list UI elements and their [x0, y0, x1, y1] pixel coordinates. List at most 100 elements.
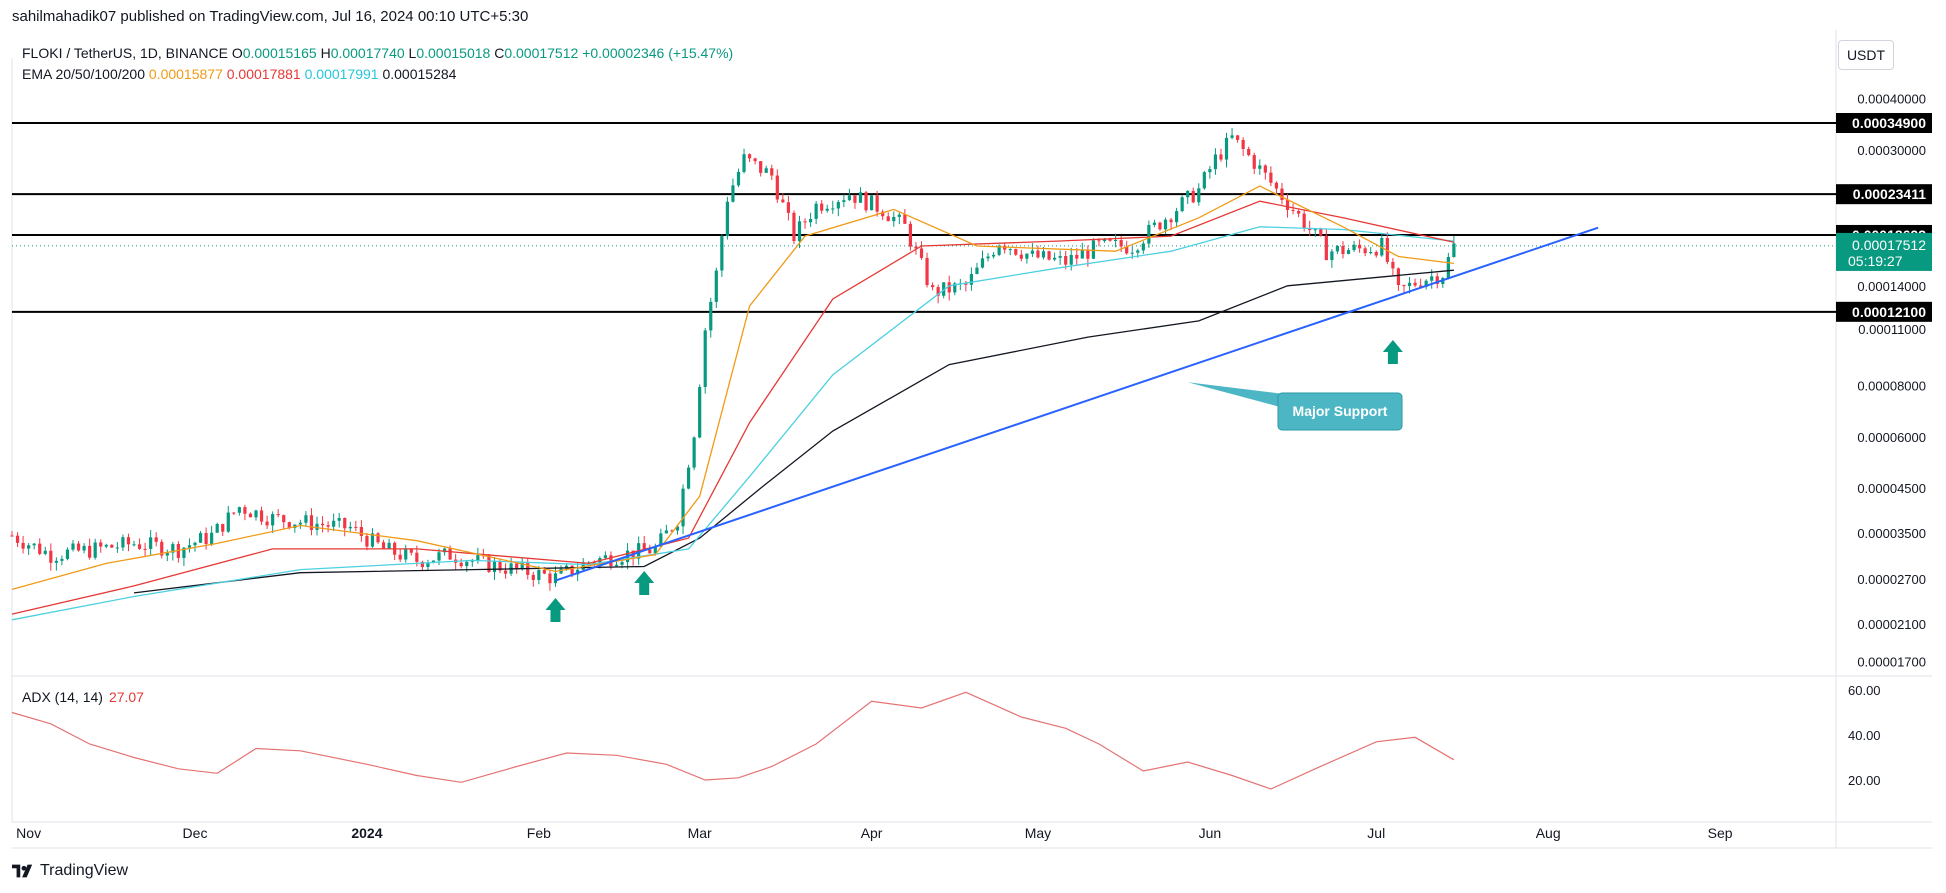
- candle-body: [149, 537, 153, 549]
- candle-body: [975, 267, 979, 274]
- candle-body: [1130, 252, 1134, 254]
- candle-body: [836, 201, 840, 209]
- candle-body: [54, 560, 58, 563]
- candle-body: [71, 543, 75, 550]
- candle-body: [1091, 240, 1096, 259]
- callout-text: Major Support: [1293, 403, 1388, 419]
- candle-body: [969, 273, 974, 285]
- candle-body: [659, 533, 663, 547]
- high-label: H: [320, 45, 331, 61]
- candle-body: [1252, 155, 1256, 169]
- adx-legend: ADX (14, 14) 27.07: [22, 689, 144, 705]
- candle-body: [1175, 211, 1179, 223]
- candle-body: [775, 175, 779, 200]
- candle-body: [986, 256, 990, 259]
- candle-body: [576, 569, 580, 575]
- candle-body: [93, 542, 97, 558]
- candle-body: [1114, 239, 1118, 241]
- candle-body: [598, 558, 602, 564]
- candle-body: [454, 559, 458, 563]
- candle-body: [476, 555, 480, 561]
- candle-body: [958, 283, 962, 285]
- level-label-box: [1836, 113, 1932, 133]
- candle-body: [1424, 280, 1428, 287]
- candle-body: [1258, 165, 1262, 169]
- candle-body: [1352, 244, 1356, 251]
- candle-body: [831, 208, 835, 210]
- adx-value: 27.07: [108, 689, 144, 705]
- candle-body: [897, 214, 901, 217]
- tradingview-logo-icon: [12, 864, 33, 878]
- candle-body: [487, 555, 491, 572]
- candle-body: [498, 561, 502, 571]
- candle-body: [881, 211, 885, 217]
- candle-body: [359, 527, 363, 536]
- candle-body: [448, 548, 452, 560]
- candle-body: [204, 533, 208, 545]
- candle-body: [1324, 235, 1328, 261]
- candle-body: [1385, 238, 1389, 262]
- price-tick-label: 0.00030000: [1857, 143, 1926, 158]
- candle-body: [1047, 251, 1051, 260]
- candle-body: [215, 523, 219, 533]
- candle-body: [964, 283, 968, 285]
- candle-body: [742, 154, 746, 172]
- candle-body: [1302, 213, 1306, 229]
- candle-body: [187, 545, 192, 548]
- adx-label[interactable]: ADX (14, 14): [22, 689, 103, 705]
- tradingview-brand: TradingView: [12, 862, 128, 880]
- ema-label[interactable]: EMA 20/50/100/200: [22, 66, 145, 82]
- candle-body: [1396, 268, 1401, 286]
- adx-tick-label: 60.00: [1848, 683, 1881, 698]
- candle-body: [492, 561, 497, 572]
- candle-body: [820, 203, 824, 211]
- close-label: C: [494, 45, 505, 61]
- price-tick-label: 0.00001700: [1857, 655, 1926, 670]
- candle-body: [1263, 165, 1267, 173]
- candle-body: [210, 532, 214, 545]
- candle-body: [276, 514, 280, 516]
- candle-body: [625, 550, 630, 563]
- candle-body: [1335, 246, 1340, 252]
- candle-body: [814, 203, 818, 219]
- candle-body: [1003, 245, 1007, 250]
- candle-body: [354, 526, 358, 528]
- candle-body: [1380, 238, 1384, 256]
- price-tick-label: 0.00008000: [1857, 379, 1926, 394]
- price-tick-label: 0.00006000: [1857, 430, 1926, 445]
- candle-body: [553, 573, 558, 584]
- candle-body: [1036, 250, 1040, 258]
- countdown-label: 05:19:27: [1848, 253, 1903, 269]
- candle-body: [431, 560, 436, 563]
- candle-body: [936, 287, 940, 296]
- candle-body: [1197, 188, 1201, 203]
- price-tick-label: 0.00003500: [1857, 526, 1926, 541]
- candle-body: [309, 515, 314, 530]
- date-tick-label: Sep: [1708, 825, 1733, 841]
- candle-body: [1441, 278, 1445, 285]
- candle-body: [10, 535, 14, 537]
- candle-body: [1236, 135, 1240, 140]
- current-price-badge: [1836, 232, 1932, 271]
- currency-button[interactable]: USDT: [1838, 40, 1894, 70]
- candle-body: [1097, 240, 1101, 242]
- candle-body: [1435, 276, 1439, 285]
- candle-body: [1108, 238, 1112, 241]
- candle-body: [99, 542, 103, 547]
- support-arrow-icon: [634, 571, 655, 595]
- brand-name: TradingView: [40, 862, 129, 879]
- candle-body: [304, 515, 308, 523]
- candle-body: [88, 545, 92, 558]
- price-tick-label: 0.00023411: [1858, 187, 1926, 202]
- candle-body: [32, 543, 36, 546]
- candle-body: [282, 515, 286, 523]
- candle-body: [65, 549, 70, 559]
- candle-body: [925, 257, 929, 286]
- candle-body: [908, 223, 913, 247]
- support-arrow-icon: [1382, 340, 1403, 364]
- symbol-name[interactable]: FLOKI / TetherUS, 1D, BINANCE: [22, 45, 228, 61]
- candle-body: [160, 541, 164, 556]
- candle-body: [43, 550, 47, 554]
- candle-body: [997, 245, 1001, 255]
